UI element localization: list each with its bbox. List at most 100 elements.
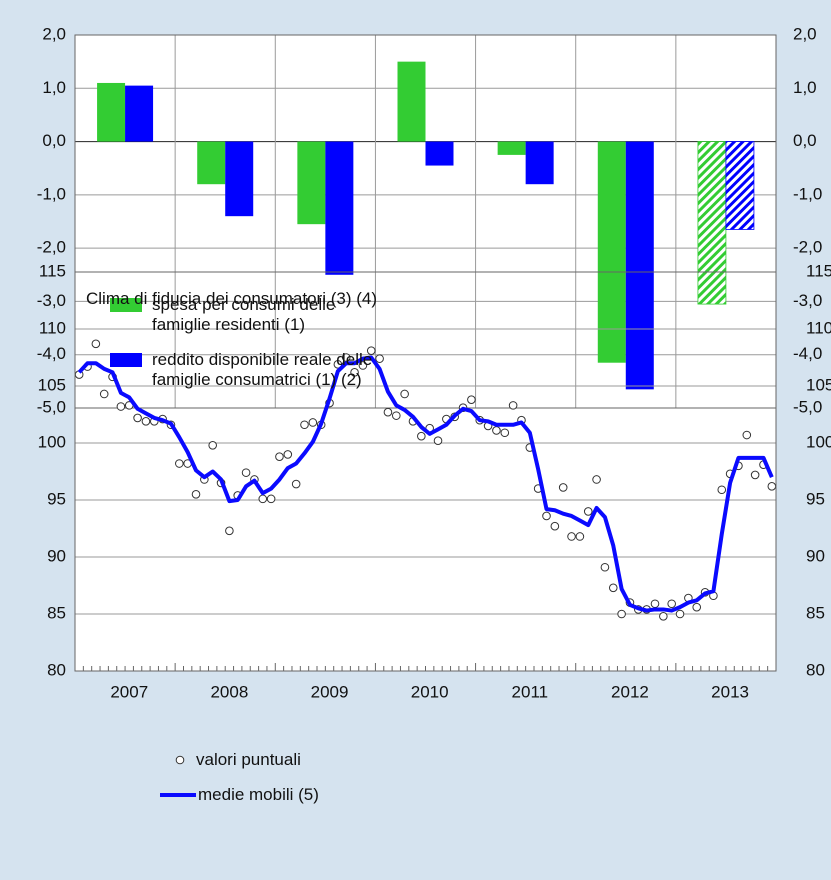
data-point [291,479,301,489]
data-point [391,411,401,420]
bar [397,61,426,142]
y-tick-label-right: 80 [806,660,825,679]
data-point [600,562,610,572]
y-tick-label: 110 [39,318,66,337]
data-point [492,426,501,435]
data-point [333,360,343,369]
y-tick-label: 105 [38,375,66,394]
data-point [742,430,752,440]
data-point [300,420,309,430]
data-point [275,452,284,461]
data-point [417,431,426,441]
data-point [575,532,585,541]
y-tick-label-right: 1,0 [793,78,817,97]
y-tick-label-right: 115 [806,261,831,280]
bar [525,141,554,185]
y-tick-label: 115 [39,261,66,280]
data-point [500,428,510,438]
data-point [583,507,593,516]
x-tick-label: 2013 [711,682,749,701]
y-tick-label-right: -5,0 [793,397,822,416]
data-point [659,611,668,621]
bar [225,141,254,217]
x-tick-label: 2008 [210,682,248,701]
y-tick-label: -2,0 [37,238,66,257]
bar [497,141,526,155]
data-point [283,450,293,459]
bar [97,82,126,142]
data-point [208,440,217,450]
y-tick-label: -5,0 [37,397,66,416]
data-point [175,459,184,468]
bar [425,141,454,166]
data-point [400,389,409,399]
x-tick-label: 2009 [311,682,349,701]
legend-label: medie mobili (5) [198,785,319,804]
data-point [91,339,101,349]
bar [197,141,226,185]
data-point [717,485,727,495]
y-tick-label: 1,0 [42,78,66,97]
legend-label: reddito disponibile reale delle famiglie… [152,350,373,389]
y-tick-label-right: -4,0 [793,344,822,363]
moving-average-line [77,355,774,613]
y-tick-label: 100 [38,432,66,451]
y-tick-label: 0,0 [42,131,66,150]
data-point [375,354,384,363]
data-point [133,413,142,423]
legend-label: valori puntuali [196,750,301,769]
data-point [141,417,151,426]
plot-border [74,271,777,672]
bar [297,141,326,225]
legend-swatch [110,353,142,367]
y-tick-label-right: 0,0 [793,131,817,150]
data-point [617,609,626,619]
y-tick-label-right: 95 [806,489,825,508]
data-point [433,436,443,446]
y-tick-label-right: 100 [806,432,831,451]
data-point [266,494,276,504]
x-tick-label: 2012 [611,682,649,701]
x-tick-label: 2011 [512,682,549,701]
y-tick-label: -1,0 [37,184,66,203]
y-tick-label-right: -2,0 [793,238,822,257]
bar [125,85,154,142]
y-tick-label-right: 2,0 [793,24,817,43]
data-point [191,490,201,499]
data-point [241,468,251,477]
bar [625,141,654,390]
data-point [350,368,359,377]
y-tick-label-right: 85 [806,603,825,622]
bar [697,141,727,305]
legend-label: spesa per consumi delle famiglie residen… [152,295,336,334]
y-tick-label: 90 [47,546,66,565]
data-point [592,475,601,484]
data-point [550,521,560,531]
y-tick-label: 95 [47,489,66,508]
data-point [692,602,702,612]
data-point [608,583,618,593]
y-tick-label: -3,0 [37,291,66,310]
plot-border [74,34,777,409]
x-tick-label: 2010 [411,682,449,701]
data-point [558,483,568,492]
data-point [508,401,518,410]
data-point [383,407,393,417]
y-tick-label-right: 110 [806,318,831,337]
legend-swatch [110,298,142,312]
data-point [308,418,318,427]
data-point [767,482,777,491]
bar [325,141,354,275]
data-point [750,470,760,480]
legend-marker [175,755,185,765]
y-tick-label-right: 90 [806,546,825,565]
chart-title: Clima di fiducia dei consumatori (3) (4) [86,289,377,308]
data-point [225,526,234,536]
y-tick-label: 80 [47,660,66,679]
data-point [650,599,660,609]
data-point [567,532,576,541]
y-tick-label: 2,0 [42,24,66,43]
x-tick-label: 2007 [110,682,148,701]
